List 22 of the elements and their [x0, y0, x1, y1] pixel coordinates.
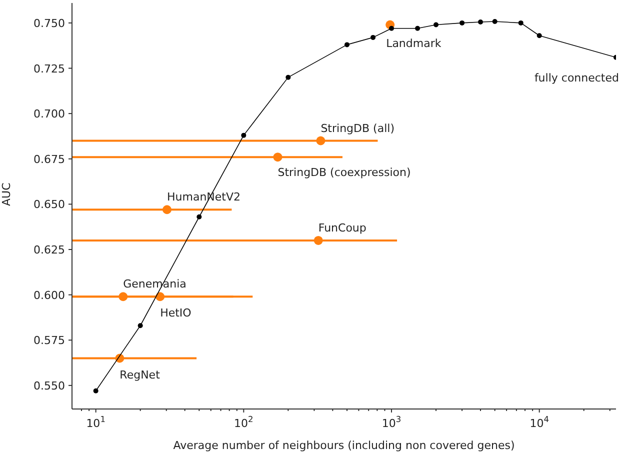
series-label: RegNet	[120, 368, 161, 382]
y-tick-label: 0.650	[34, 198, 65, 212]
y-tick-label: 0.600	[34, 288, 65, 302]
y-tick-label: 0.725	[34, 62, 65, 76]
annotation: fully connected	[534, 71, 619, 84]
series-label: Landmark	[386, 36, 442, 50]
y-tick-label: 0.750	[34, 16, 65, 30]
y-tick-label: 0.675	[34, 152, 65, 166]
y-tick-label: 0.550	[34, 379, 65, 392]
y-axis-title: AUC	[0, 182, 13, 206]
series-label: HetIO	[160, 306, 192, 320]
y-tick-label: 0.625	[34, 244, 65, 256]
x-tick-label: 10$^{1}$	[86, 414, 106, 430]
x-tick-label: 10$^{2}$	[234, 414, 254, 430]
x-tick-label: 10$^{3}$	[382, 414, 402, 430]
y-tick-label: 0.575	[34, 334, 65, 348]
x-axis-title: Average number of neighbours (including non covered genes)	[173, 439, 515, 452]
x-tick-label: 10$^{4}$	[530, 414, 549, 430]
y-tick-label: 0.700	[34, 108, 65, 121]
series-label: FunCoup	[318, 221, 366, 234]
series-label: StringDB (all)	[320, 122, 394, 135]
series-label: StringDB (coexpression)	[278, 166, 411, 180]
